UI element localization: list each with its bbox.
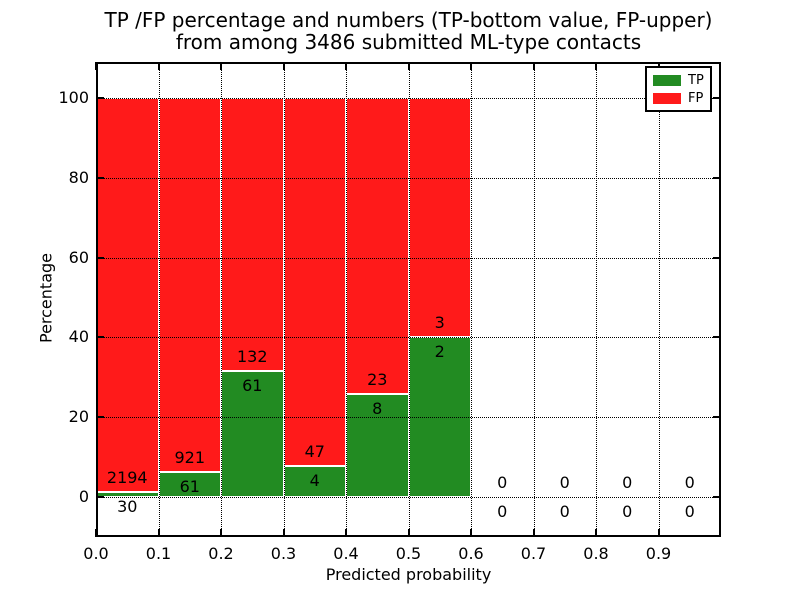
y-tick-label: 60 (68, 247, 89, 267)
chart-title-line2: from among 3486 submitted ML-type contac… (175, 30, 642, 54)
tp-bar-segment (346, 394, 409, 498)
x-tick-mark-top (157, 62, 160, 70)
legend: TP FP (645, 66, 712, 112)
x-tick-label: 0.6 (458, 544, 484, 563)
y-tick-label: 100 (58, 87, 89, 107)
fp-count-label: 0 (622, 473, 633, 493)
vertical-gridline (533, 62, 535, 537)
fp-bar-segment (283, 97, 346, 466)
y-tick-mark (96, 416, 104, 419)
chart-title-line1: TP /FP percentage and numbers (TP-bottom… (104, 8, 713, 32)
vertical-gridline (471, 62, 472, 537)
x-tick-label: 0.8 (583, 544, 609, 563)
y-tick-mark-right (713, 256, 721, 259)
y-tick-label: 0 (78, 487, 89, 507)
x-tick-mark (282, 529, 285, 537)
fp-bar-segment (158, 97, 221, 473)
x-axis-label: Predicted probability (325, 565, 492, 584)
x-tick-label: 0.7 (520, 544, 547, 563)
x-tick-mark-top (220, 62, 222, 70)
tp-bar-segment (158, 472, 221, 498)
x-tick-label: 0.3 (270, 544, 297, 563)
fp-bar-segment (408, 97, 471, 338)
vertical-gridline (408, 62, 410, 537)
tp-count-label: 8 (372, 399, 383, 419)
y-tick-mark-right (713, 96, 721, 99)
vertical-gridline (221, 62, 222, 537)
x-tick-label: 0.2 (208, 544, 234, 563)
x-tick-mark (95, 529, 97, 537)
fp-color-swatch (653, 92, 681, 104)
fp-bar-segment (346, 97, 409, 395)
x-tick-label: 0.5 (395, 544, 422, 563)
tp-count-label: 2 (434, 342, 445, 362)
tp-count-label: 61 (179, 477, 200, 497)
x-tick-mark (220, 529, 222, 537)
tp-count-label: 30 (117, 496, 138, 516)
fp-count-label: 0 (497, 473, 508, 493)
fp-count-label: 0 (559, 473, 570, 493)
fp-count-label: 132 (236, 346, 268, 366)
x-tick-mark (532, 529, 535, 537)
y-tick-mark (96, 96, 104, 99)
y-tick-label: 80 (68, 167, 89, 187)
vertical-gridline (158, 62, 160, 537)
y-tick-mark-right (713, 496, 721, 499)
fp-count-label: 23 (367, 370, 388, 390)
y-tick-mark-right (713, 416, 721, 419)
y-tick-mark (96, 176, 104, 179)
fp-count-label: 3 (434, 313, 445, 333)
x-tick-mark (345, 529, 347, 537)
tp-count-label: 0 (559, 502, 570, 522)
fp-bar-segment (96, 97, 159, 492)
y-tick-mark-right (713, 176, 721, 179)
y-tick-mark (96, 496, 104, 499)
vertical-gridline (596, 62, 597, 537)
vertical-gridline (346, 62, 347, 537)
x-tick-mark (595, 529, 597, 537)
plot-area: 2194 30 921 61 132 61 47 4 23 8 3 2 0 0 0 0 0 0 0 0 (95, 62, 721, 537)
tp-count-label: 61 (242, 375, 263, 395)
x-tick-mark (407, 529, 410, 537)
vertical-gridline (658, 62, 660, 537)
tp-count-label: 0 (684, 502, 695, 522)
fp-count-label: 0 (684, 473, 695, 493)
fp-bar-segment (221, 97, 284, 371)
x-tick-mark (157, 529, 160, 537)
x-tick-mark (657, 529, 660, 537)
legend-label-fp: FP (688, 90, 704, 106)
vertical-gridline (283, 62, 285, 537)
x-tick-mark-top (470, 62, 472, 70)
legend-item-tp: TP (653, 74, 704, 87)
x-tick-label: 0.4 (333, 544, 359, 563)
tp-count-label: 4 (309, 470, 320, 490)
x-tick-label: 0.0 (83, 544, 109, 563)
fp-count-label: 2194 (106, 467, 148, 487)
x-tick-mark-top (95, 62, 97, 70)
tp-bar-segment (408, 337, 471, 498)
y-tick-mark (96, 256, 104, 259)
x-tick-mark-top (282, 62, 285, 70)
x-tick-mark (470, 529, 472, 537)
y-tick-label: 20 (68, 407, 89, 427)
tp-count-label: 0 (497, 502, 508, 522)
legend-label-tp: TP (688, 72, 704, 88)
y-tick-mark (96, 336, 104, 339)
fp-count-label: 47 (304, 441, 325, 461)
x-tick-label: 0.9 (645, 544, 672, 563)
tp-count-label: 0 (622, 502, 633, 522)
x-tick-mark-top (345, 62, 347, 70)
x-tick-mark-top (532, 62, 535, 70)
x-tick-mark-top (407, 62, 410, 70)
fp-count-label: 921 (174, 448, 206, 468)
tp-color-swatch (653, 74, 681, 86)
y-tick-label: 40 (68, 327, 89, 347)
chart-title: TP /FP percentage and numbers (TP-bottom… (96, 9, 721, 53)
y-tick-mark-right (713, 336, 721, 339)
legend-item-fp: FP (653, 92, 704, 105)
x-tick-label: 0.1 (145, 544, 172, 563)
x-tick-mark-top (595, 62, 597, 70)
